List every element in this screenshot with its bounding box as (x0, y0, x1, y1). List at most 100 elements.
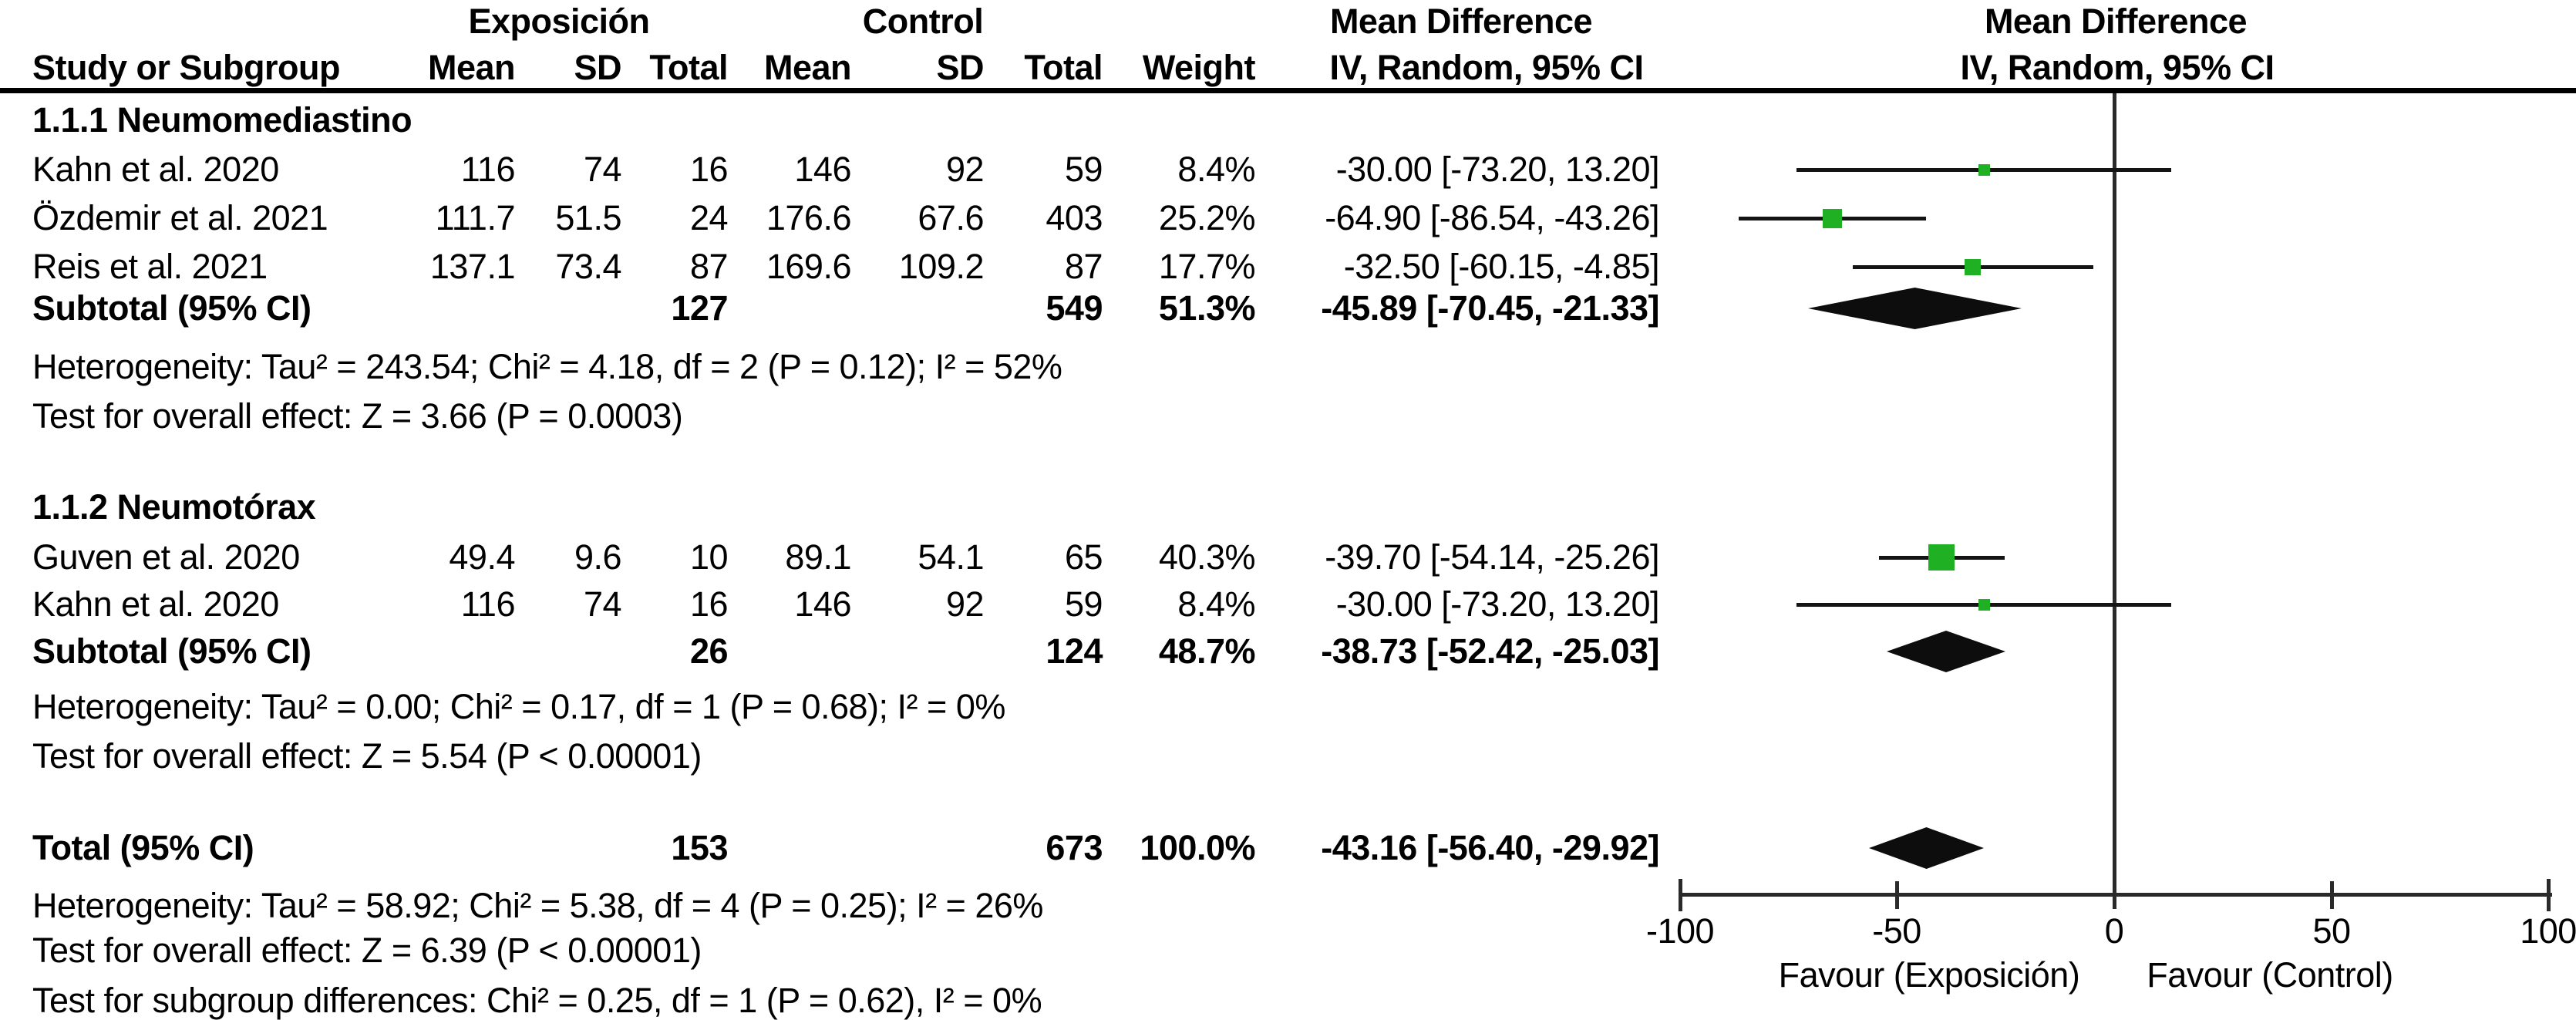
header-iv-random-plot: IV, Random, 95% CI (1960, 48, 2275, 87)
mean-exposicion-value: 49.4 (449, 537, 515, 577)
total-control-value: 59 (1064, 584, 1103, 624)
mean-exposicion-value: 116 (460, 150, 516, 189)
study-name: Kahn et al. 2020 (32, 150, 279, 189)
sd-exposicion-value: 73.4 (555, 247, 621, 286)
total-heterogeneity-text: Heterogeneity: Tau² = 58.92; Chi² = 5.38… (32, 886, 1043, 925)
header-sd-control: SD (936, 48, 984, 87)
total-exposicion-value: 16 (689, 150, 729, 189)
axis-tick (2113, 881, 2116, 909)
header-sd-exposicion: SD (574, 48, 621, 87)
header-iv-random-table: IV, Random, 95% CI (1329, 48, 1644, 87)
subtotal-diamond (1887, 631, 2005, 672)
total-control-value: 403 (1046, 198, 1103, 237)
total-control-value: 124 (1046, 631, 1103, 671)
total-control-value: 59 (1064, 150, 1103, 189)
subgroup-differences-text: Test for subgroup differences: Chi² = 0.… (32, 981, 1042, 1020)
ci-text-value: -45.89 [-70.45, -21.33] (1321, 288, 1659, 328)
total-control-value: 673 (1046, 828, 1103, 867)
axis-tick-label: -100 (1645, 911, 1715, 951)
sd-exposicion-value: 9.6 (574, 537, 622, 577)
header-group-control: Control (862, 2, 984, 41)
ci-text-value: -38.73 [-52.42, -25.03] (1321, 631, 1659, 671)
overall-effect-text: Test for overall effect: Z = 3.66 (P = 0… (32, 396, 683, 436)
header-mean-exposicion: Mean (427, 48, 516, 87)
total-exposicion-value: 24 (689, 198, 729, 237)
study-name: Özdemir et al. 2021 (32, 198, 328, 237)
weight-value: 8.4% (1177, 150, 1255, 189)
axis-tick-label: 100 (2520, 911, 2576, 951)
ci-text-value: -30.00 [-73.20, 13.20] (1335, 150, 1660, 189)
mean-control-value: 146 (794, 150, 851, 189)
mean-control-value: 169.6 (766, 247, 852, 286)
ci-text-value: -64.90 [-86.54, -43.26] (1325, 198, 1659, 237)
header-weight: Weight (1142, 48, 1256, 87)
sd-control-value: 109.2 (898, 247, 985, 286)
section-title: 1.1.1 Neumomediastino (32, 100, 412, 140)
axis-tick-label: 50 (2312, 911, 2351, 951)
zero-effect-line (2113, 93, 2116, 908)
study-name: Reis et al. 2021 (32, 247, 268, 286)
total-exposicion-value: 10 (689, 537, 729, 577)
header-mean-control: Mean (763, 48, 852, 87)
mean-control-value: 89.1 (785, 537, 851, 577)
effect-point-marker (1978, 164, 1990, 176)
header-total-exposicion: Total (649, 48, 728, 87)
ci-text-value: -30.00 [-73.20, 13.20] (1335, 584, 1660, 624)
total-control-value: 65 (1064, 537, 1103, 577)
mean-control-value: 146 (794, 584, 851, 624)
weight-value: 17.7% (1158, 247, 1256, 286)
total-control-value: 549 (1046, 288, 1103, 328)
weight-value: 8.4% (1177, 584, 1255, 624)
ci-text-value: -39.70 [-54.14, -25.26] (1325, 537, 1659, 577)
axis-tick (2330, 881, 2334, 909)
heterogeneity-text: Heterogeneity: Tau² = 243.54; Chi² = 4.1… (32, 347, 1062, 386)
header-group-exposicion: Exposición (468, 2, 650, 41)
overall-effect-text: Test for overall effect: Z = 5.54 (P < 0… (32, 736, 702, 776)
total-exposicion-value: 87 (689, 247, 729, 286)
header-mean-difference-plot: Mean Difference (1984, 2, 2248, 41)
mean-control-value: 176.6 (766, 198, 852, 237)
header-mean-difference-table: Mean Difference (1329, 2, 1593, 41)
sd-control-value: 92 (945, 584, 985, 624)
weight-value: 40.3% (1158, 537, 1256, 577)
total-overall-effect-text: Test for overall effect: Z = 6.39 (P < 0… (32, 931, 702, 970)
axis-tick-label: -50 (1872, 911, 1921, 951)
total-exposicion-value: 153 (671, 828, 728, 867)
sd-control-value: 92 (945, 150, 985, 189)
total-control-value: 87 (1064, 247, 1103, 286)
study-name: Guven et al. 2020 (32, 537, 300, 577)
axis-tick (1895, 881, 1899, 909)
total-label: Total (95% CI) (32, 828, 254, 867)
ci-text-value: -32.50 [-60.15, -4.85] (1343, 247, 1660, 286)
subtotal-label: Subtotal (95% CI) (32, 288, 311, 328)
header-study-or-subgroup: Study or Subgroup (32, 48, 340, 87)
sd-exposicion-value: 51.5 (555, 198, 621, 237)
mean-exposicion-value: 111.7 (435, 198, 516, 237)
sd-control-value: 67.6 (918, 198, 984, 237)
effect-point-marker (1978, 599, 1990, 611)
header-total-control: Total (1024, 48, 1103, 87)
ci-text-value: -43.16 [-56.40, -29.92] (1321, 828, 1659, 867)
sd-exposicion-value: 74 (583, 150, 622, 189)
mean-exposicion-value: 116 (460, 584, 516, 624)
study-name: Kahn et al. 2020 (32, 584, 279, 624)
heterogeneity-text: Heterogeneity: Tau² = 0.00; Chi² = 0.17,… (32, 687, 1005, 726)
weight-value: 100.0% (1140, 828, 1255, 867)
sd-control-value: 54.1 (918, 537, 984, 577)
total-exposicion-value: 26 (689, 631, 729, 671)
weight-value: 51.3% (1158, 288, 1256, 328)
weight-value: 48.7% (1158, 631, 1256, 671)
effect-point-marker (1965, 259, 1981, 275)
section-title: 1.1.2 Neumotórax (32, 487, 316, 527)
total-exposicion-value: 127 (671, 288, 728, 328)
axis-tick (1679, 879, 1682, 911)
subtotal-label: Subtotal (95% CI) (32, 631, 311, 671)
effect-point-marker (1928, 544, 1955, 571)
mean-exposicion-value: 137.1 (429, 247, 516, 286)
header-divider-rule (0, 88, 2576, 93)
weight-value: 25.2% (1158, 198, 1256, 237)
total-diamond (1869, 827, 1984, 869)
favour-left-label: Favour (Exposición) (1778, 955, 2080, 995)
axis-tick-label: 0 (2104, 911, 2124, 951)
